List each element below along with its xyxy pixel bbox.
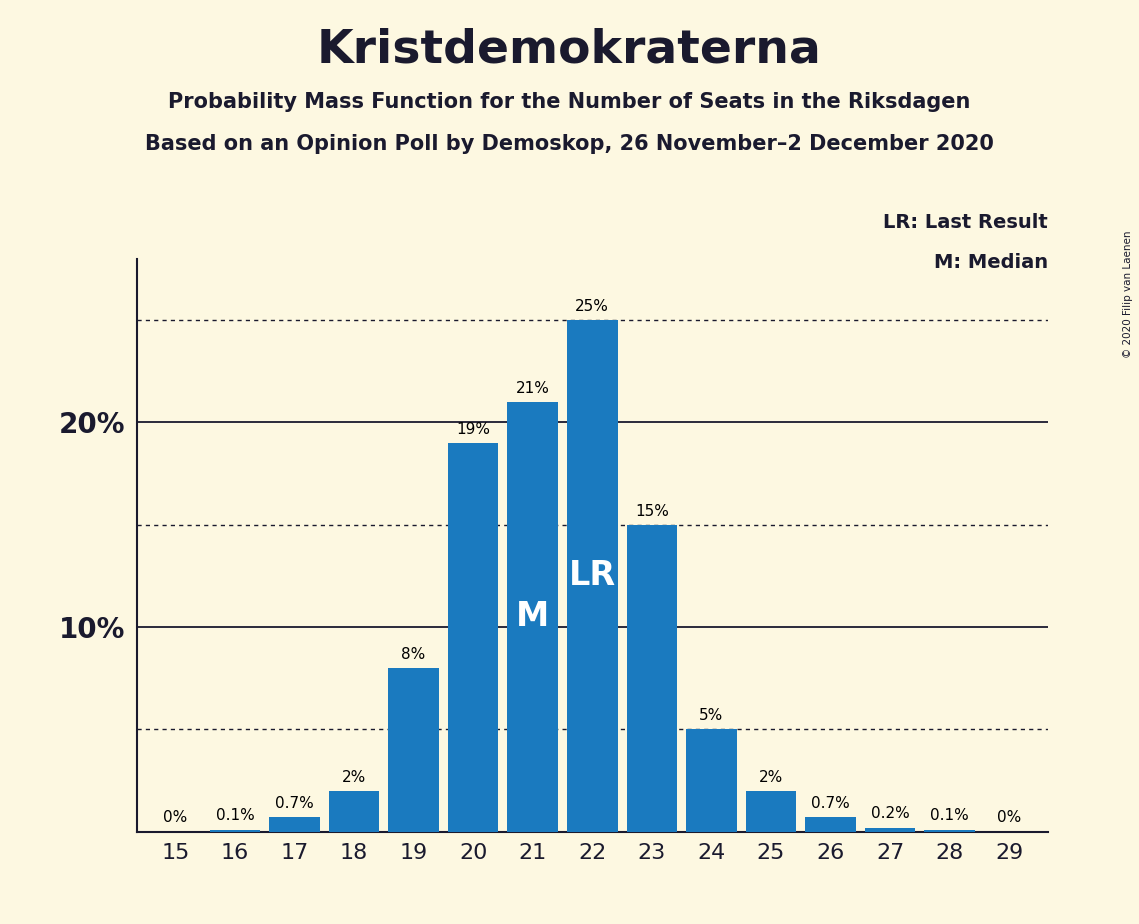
Text: 25%: 25%	[575, 299, 609, 314]
Bar	[686, 729, 737, 832]
Text: 15%: 15%	[634, 504, 669, 518]
Text: Probability Mass Function for the Number of Seats in the Riksdagen: Probability Mass Function for the Number…	[169, 92, 970, 113]
Text: Kristdemokraterna: Kristdemokraterna	[317, 28, 822, 73]
Text: 19%: 19%	[456, 421, 490, 437]
Text: 21%: 21%	[516, 381, 550, 395]
Text: 0%: 0%	[163, 810, 188, 825]
Text: 0.2%: 0.2%	[870, 807, 909, 821]
Text: 0.7%: 0.7%	[811, 796, 850, 811]
Bar	[210, 830, 260, 832]
Text: 0.1%: 0.1%	[931, 808, 969, 823]
Bar	[567, 320, 617, 832]
Text: 5%: 5%	[699, 708, 723, 723]
Bar	[746, 791, 796, 832]
Bar	[805, 818, 855, 832]
Text: Based on an Opinion Poll by Demoskop, 26 November–2 December 2020: Based on an Opinion Poll by Demoskop, 26…	[145, 134, 994, 154]
Bar	[865, 828, 916, 832]
Bar	[507, 402, 558, 832]
Bar	[448, 443, 499, 832]
Bar	[388, 668, 439, 832]
Text: 0.1%: 0.1%	[215, 808, 254, 823]
Text: LR: LR	[568, 559, 616, 592]
Text: © 2020 Filip van Laenen: © 2020 Filip van Laenen	[1123, 231, 1133, 359]
Text: 8%: 8%	[401, 647, 426, 662]
Text: M: Median: M: Median	[934, 253, 1048, 272]
Text: 2%: 2%	[759, 770, 784, 784]
Text: LR: Last Result: LR: Last Result	[883, 213, 1048, 232]
Text: 0.7%: 0.7%	[276, 796, 314, 811]
Bar	[925, 830, 975, 832]
Text: 2%: 2%	[342, 770, 366, 784]
Bar	[329, 791, 379, 832]
Text: M: M	[516, 601, 549, 633]
Bar	[626, 525, 678, 832]
Bar	[269, 818, 320, 832]
Text: 0%: 0%	[997, 810, 1022, 825]
